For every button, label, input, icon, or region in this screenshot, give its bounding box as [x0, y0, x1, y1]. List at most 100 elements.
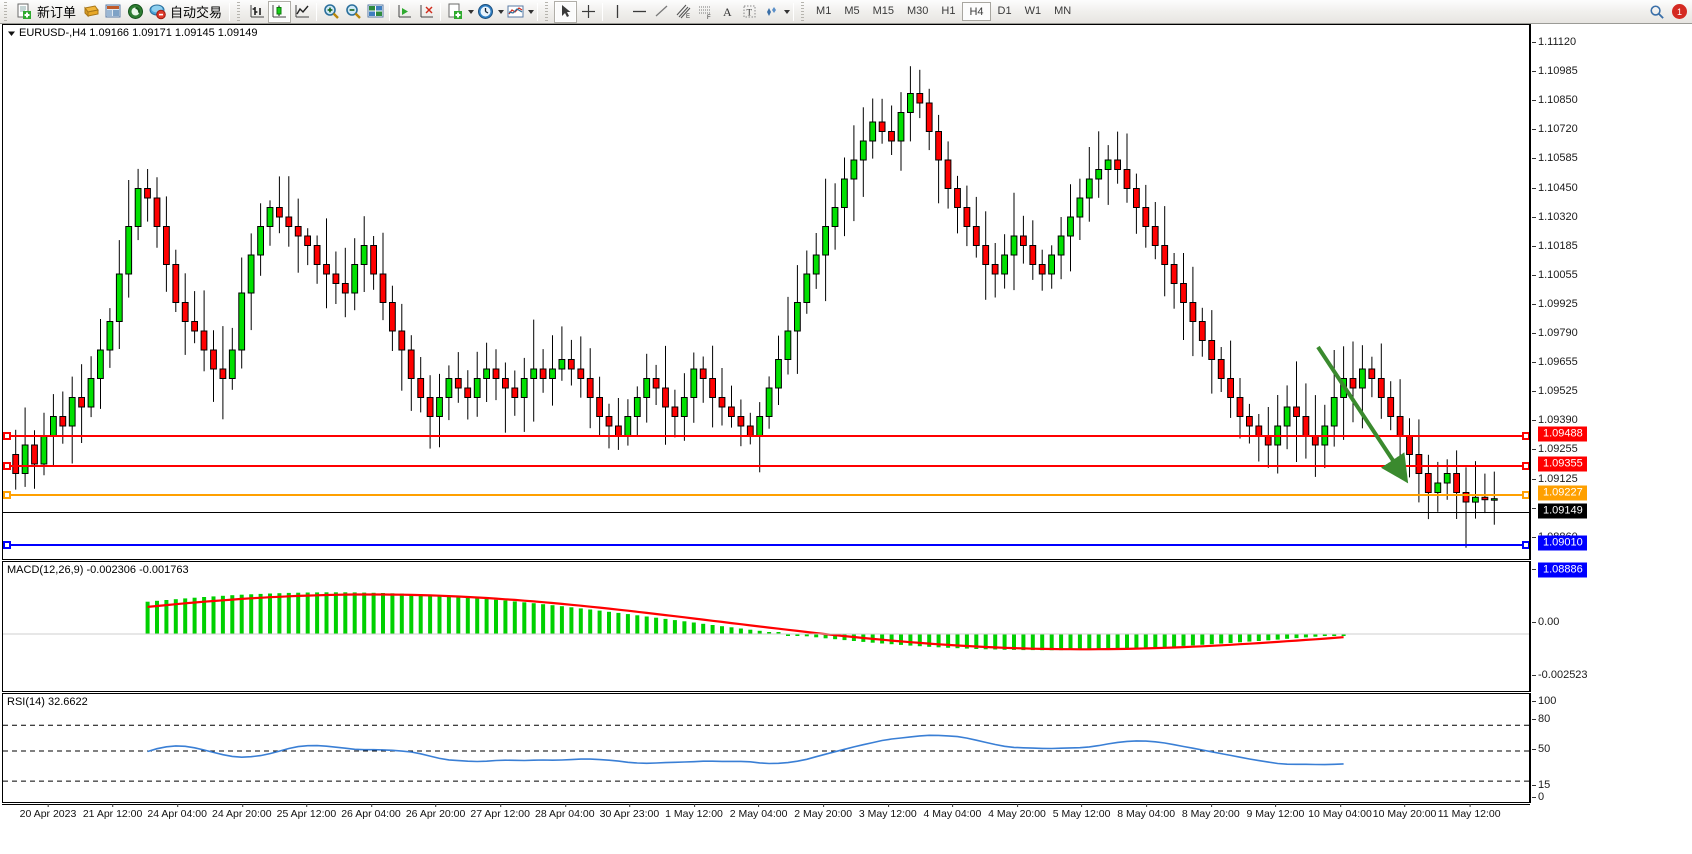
- timeframe-bar: M1 M5 M15 M30 H1 H4 D1 W1 MN: [810, 2, 1077, 21]
- time-tick: 28 Apr 04:00: [535, 804, 595, 820]
- notification-badge[interactable]: 1: [1672, 4, 1687, 19]
- new-order-label[interactable]: 新订单: [37, 5, 77, 20]
- time-tick: 27 Apr 12:00: [470, 804, 530, 820]
- text-icon[interactable]: A: [716, 1, 738, 23]
- time-tick: 2 May 04:00: [729, 804, 788, 820]
- indicators-dropdown-caret[interactable]: [528, 9, 535, 14]
- zoom-out-icon[interactable]: [342, 1, 364, 23]
- price-pane[interactable]: EURUSD-,H4 1.09166 1.09171 1.09145 1.091…: [2, 24, 1530, 560]
- toolbar-separator-5: [537, 2, 539, 21]
- wallet-icon[interactable]: [80, 1, 102, 23]
- shapes-dropdown-caret[interactable]: [784, 9, 791, 14]
- time-tick: 5 May 12:00: [1052, 804, 1111, 820]
- crosshair-icon[interactable]: [577, 1, 599, 23]
- period-icon[interactable]: [474, 1, 496, 23]
- time-tick: 8 May 20:00: [1181, 804, 1240, 820]
- price-tag-support-2[interactable]: 1.08886: [1538, 562, 1587, 578]
- rsi-tick: 80: [1531, 713, 1551, 725]
- text-label-icon[interactable]: T: [738, 1, 760, 23]
- timeframe-d1[interactable]: D1: [997, 5, 1012, 17]
- price-tag-support-1[interactable]: 1.09010: [1538, 535, 1587, 551]
- time-tick: 8 May 04:00: [1117, 804, 1176, 820]
- timeframe-h1[interactable]: H1: [941, 5, 956, 17]
- time-tick: 21 Apr 12:00: [82, 804, 143, 820]
- price-tag-current-price[interactable]: 1.09149: [1538, 503, 1587, 519]
- trendline-icon[interactable]: [650, 1, 672, 23]
- rsi-tick: 15: [1531, 779, 1551, 791]
- bar-chart-icon[interactable]: [246, 1, 268, 23]
- time-tick: 30 Apr 23:00: [599, 804, 660, 820]
- price-tick: 1.09925: [1532, 297, 1578, 310]
- price-tag-resistance-2[interactable]: 1.09355: [1538, 456, 1587, 472]
- rsi-pane[interactable]: RSI(14) 32.6622: [2, 693, 1530, 803]
- price-tick: 1.10185: [1532, 239, 1578, 252]
- shift-end-icon[interactable]: [393, 1, 415, 23]
- time-axis[interactable]: 20 Apr 2023 21 Apr 12:00 24 Apr 04:00 24 Ap…: [2, 804, 1530, 828]
- candlestick-series: [12, 66, 1498, 548]
- auto-trading-label[interactable]: 自动交易: [170, 5, 223, 20]
- timeframe-m15[interactable]: M15: [872, 5, 894, 17]
- price-axis[interactable]: 1.11120 1.10985 1.10850 1.10720 1.10585 1.104…: [1530, 24, 1692, 578]
- price-tick: 1.10450: [1532, 181, 1578, 194]
- line-chart-icon[interactable]: [291, 1, 313, 23]
- time-tick: 26 Apr 20:00: [405, 804, 466, 820]
- templates-dropdown-caret[interactable]: [468, 9, 475, 14]
- templates-icon[interactable]: [444, 1, 466, 23]
- crosshair-grid-icon[interactable]: [415, 1, 437, 23]
- time-tick: 10 May 04:00: [1308, 804, 1372, 820]
- timeframe-m30[interactable]: M30: [907, 5, 929, 17]
- toolbar-separator-3: [389, 2, 391, 21]
- search-icon[interactable]: [1646, 1, 1668, 23]
- cursor-icon[interactable]: [554, 0, 578, 23]
- timeframe-m5[interactable]: M5: [844, 5, 860, 17]
- chart-canvas-area[interactable]: EURUSD-,H4 1.09166 1.09171 1.09145 1.091…: [0, 24, 1692, 830]
- candlestick-icon[interactable]: [268, 0, 292, 23]
- rsi-tick: 0: [1531, 791, 1545, 803]
- price-tick: 1.09655: [1532, 356, 1578, 369]
- toolbar-separator-4: [440, 2, 442, 21]
- time-tick: 24 Apr 20:00: [212, 804, 272, 820]
- price-tick: 1.10585: [1532, 152, 1578, 165]
- fibonacci-icon[interactable]: F: [694, 1, 716, 23]
- toolbar-separator-7: [793, 2, 795, 21]
- rsi-label: RSI(14) 32.6622: [7, 696, 88, 708]
- equidistant-channel-icon[interactable]: E: [672, 1, 694, 23]
- symbol-ohlc-label: EURUSD-,H4 1.09166 1.09171 1.09145 1.091…: [7, 27, 258, 39]
- price-tick: 1.11120: [1531, 36, 1577, 48]
- toolbar-grip[interactable]: [2, 1, 11, 22]
- svg-text:T: T: [746, 8, 752, 18]
- navigator-icon[interactable]: [124, 1, 146, 23]
- price-tick: 1.10850: [1532, 94, 1578, 107]
- macd-pane[interactable]: MACD(12,26,9) -0.002306 -0.001763: [2, 561, 1530, 692]
- tile-windows-icon[interactable]: [364, 1, 386, 23]
- terminal-icon[interactable]: [102, 1, 124, 23]
- new-order-icon[interactable]: [13, 1, 35, 23]
- svg-text:E: E: [686, 14, 690, 20]
- price-tag-resistance-1[interactable]: 1.09488: [1538, 426, 1587, 442]
- timeframe-m1[interactable]: M1: [816, 5, 832, 17]
- toolbar-grip-2[interactable]: [235, 1, 245, 22]
- toolbar-grip-3[interactable]: [543, 1, 553, 22]
- timeframe-h4[interactable]: H4: [962, 2, 991, 21]
- price-tick: 1.09125: [1532, 472, 1578, 485]
- toolbar-grip-4[interactable]: [799, 1, 809, 22]
- price-tag-entry-level[interactable]: 1.09227: [1538, 485, 1587, 501]
- period-dropdown-caret[interactable]: [498, 9, 505, 14]
- macd-tick: 0.00: [1531, 616, 1560, 628]
- shapes-icon[interactable]: [760, 1, 782, 23]
- zoom-in-icon[interactable]: [320, 1, 342, 23]
- auto-trading-icon[interactable]: [146, 1, 168, 23]
- time-tick: 24 Apr 04:00: [147, 804, 207, 820]
- timeframe-mn[interactable]: MN: [1054, 5, 1072, 17]
- time-tick: 11 May 12:00: [1437, 804, 1501, 820]
- time-tick: 2 May 20:00: [794, 804, 853, 820]
- time-tick: 4 May 20:00: [988, 804, 1046, 820]
- timeframe-w1[interactable]: W1: [1024, 5, 1042, 17]
- collapse-triangle-icon[interactable]: [7, 29, 16, 38]
- horizontal-line-icon[interactable]: [628, 1, 650, 23]
- vertical-line-icon[interactable]: [606, 1, 628, 23]
- time-tick: 3 May 12:00: [858, 804, 917, 820]
- indicators-icon[interactable]: [504, 1, 526, 23]
- price-tick: 1.09790: [1532, 327, 1578, 339]
- toolbar-separator: [229, 2, 231, 21]
